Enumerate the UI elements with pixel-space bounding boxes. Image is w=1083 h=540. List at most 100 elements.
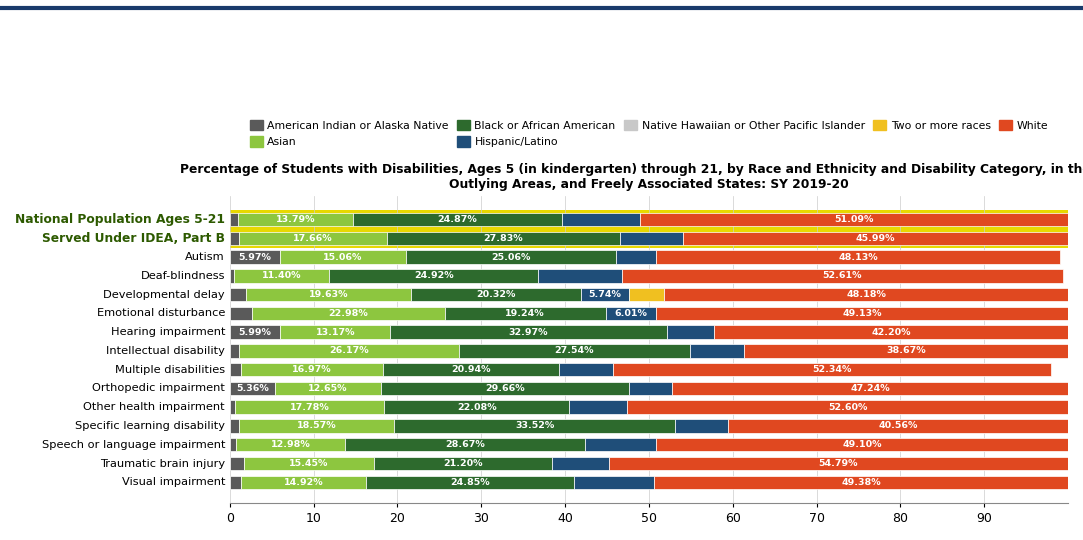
Text: 14.92%: 14.92% bbox=[284, 478, 323, 487]
Legend: American Indian or Alaska Native, Asian, Black or African American, Hispanic/Lat: American Indian or Alaska Native, Asian,… bbox=[245, 116, 1053, 152]
Text: 20.94%: 20.94% bbox=[452, 365, 491, 374]
Bar bbox=[230, 326, 280, 339]
Bar bbox=[744, 344, 1068, 357]
Bar bbox=[230, 382, 275, 395]
Text: 33.52%: 33.52% bbox=[516, 422, 554, 430]
Text: 27.83%: 27.83% bbox=[484, 234, 523, 243]
Bar bbox=[640, 213, 1068, 226]
Text: 52.61%: 52.61% bbox=[823, 271, 862, 280]
Text: 38.67%: 38.67% bbox=[886, 346, 926, 355]
Text: 24.92%: 24.92% bbox=[414, 271, 454, 280]
Bar bbox=[582, 288, 629, 301]
Bar bbox=[275, 382, 381, 395]
Bar bbox=[374, 457, 551, 470]
Text: 48.18%: 48.18% bbox=[846, 290, 886, 299]
Bar bbox=[240, 476, 366, 489]
Bar bbox=[664, 288, 1068, 301]
Text: 24.87%: 24.87% bbox=[438, 215, 478, 224]
Bar bbox=[353, 213, 562, 226]
Text: 20.32%: 20.32% bbox=[477, 290, 516, 299]
Bar bbox=[383, 363, 559, 376]
Text: 22.98%: 22.98% bbox=[328, 309, 368, 318]
Bar bbox=[230, 307, 252, 320]
Bar bbox=[230, 269, 234, 282]
Text: 54.79%: 54.79% bbox=[819, 459, 858, 468]
Text: 51.09%: 51.09% bbox=[834, 215, 874, 224]
Bar bbox=[410, 288, 582, 301]
Text: 49.10%: 49.10% bbox=[843, 440, 882, 449]
Bar bbox=[682, 232, 1068, 245]
Bar bbox=[230, 457, 245, 470]
Bar bbox=[234, 269, 329, 282]
Text: 13.79%: 13.79% bbox=[276, 215, 315, 224]
Bar bbox=[230, 251, 279, 264]
Text: 12.65%: 12.65% bbox=[308, 384, 348, 393]
Bar bbox=[609, 457, 1068, 470]
Text: 13.17%: 13.17% bbox=[315, 328, 355, 336]
Bar bbox=[230, 232, 239, 245]
Bar bbox=[459, 344, 690, 357]
Bar bbox=[654, 476, 1068, 489]
Bar bbox=[230, 213, 237, 226]
Bar bbox=[676, 419, 728, 433]
Text: 52.60%: 52.60% bbox=[827, 403, 867, 411]
Text: 42.20%: 42.20% bbox=[872, 328, 911, 336]
Bar bbox=[445, 307, 605, 320]
Bar bbox=[667, 326, 715, 339]
Bar bbox=[230, 210, 1068, 229]
Bar bbox=[280, 326, 391, 339]
Text: 18.57%: 18.57% bbox=[297, 422, 337, 430]
Bar bbox=[239, 232, 387, 245]
Text: 49.13%: 49.13% bbox=[843, 309, 882, 318]
Bar bbox=[394, 419, 676, 433]
Bar bbox=[538, 269, 622, 282]
Text: 26.17%: 26.17% bbox=[329, 346, 369, 355]
Text: 45.99%: 45.99% bbox=[856, 234, 895, 243]
Text: 22.08%: 22.08% bbox=[457, 403, 496, 411]
Bar bbox=[387, 232, 621, 245]
Bar bbox=[656, 307, 1068, 320]
Bar bbox=[245, 457, 374, 470]
Text: 16.97%: 16.97% bbox=[292, 365, 331, 374]
Text: 25.06%: 25.06% bbox=[492, 253, 531, 261]
Text: 47.24%: 47.24% bbox=[850, 384, 890, 393]
Text: 19.24%: 19.24% bbox=[506, 309, 545, 318]
Text: 17.66%: 17.66% bbox=[293, 234, 332, 243]
Bar bbox=[629, 288, 664, 301]
Bar bbox=[551, 457, 609, 470]
Text: 12.98%: 12.98% bbox=[271, 440, 311, 449]
Text: 32.97%: 32.97% bbox=[509, 328, 548, 336]
Text: 5.74%: 5.74% bbox=[589, 290, 622, 299]
Bar bbox=[570, 401, 627, 414]
Bar bbox=[627, 401, 1068, 414]
Bar bbox=[715, 326, 1068, 339]
Text: 17.78%: 17.78% bbox=[289, 403, 329, 411]
Text: 6.01%: 6.01% bbox=[614, 309, 648, 318]
Text: 15.06%: 15.06% bbox=[324, 253, 363, 261]
Text: 5.36%: 5.36% bbox=[236, 384, 269, 393]
Bar bbox=[559, 363, 613, 376]
Bar bbox=[238, 419, 394, 433]
Text: 28.67%: 28.67% bbox=[445, 440, 485, 449]
Bar bbox=[246, 288, 410, 301]
Bar bbox=[621, 232, 682, 245]
Bar bbox=[230, 401, 235, 414]
Bar bbox=[366, 476, 574, 489]
Bar bbox=[329, 269, 538, 282]
Bar bbox=[345, 438, 586, 451]
Text: 40.56%: 40.56% bbox=[878, 422, 917, 430]
Bar bbox=[622, 269, 1064, 282]
Title: Percentage of Students with Disabilities, Ages 5 (in kindergarten) through 21, b: Percentage of Students with Disabilities… bbox=[180, 163, 1083, 191]
Bar bbox=[656, 251, 1059, 264]
Bar bbox=[586, 438, 656, 451]
Bar bbox=[230, 344, 239, 357]
Text: 27.54%: 27.54% bbox=[554, 346, 593, 355]
Text: 19.63%: 19.63% bbox=[309, 290, 349, 299]
Bar bbox=[279, 251, 406, 264]
Bar bbox=[728, 419, 1068, 433]
Bar bbox=[406, 251, 616, 264]
Text: 52.34%: 52.34% bbox=[812, 365, 851, 374]
Text: 29.66%: 29.66% bbox=[485, 384, 525, 393]
Bar bbox=[605, 307, 656, 320]
Bar bbox=[252, 307, 445, 320]
